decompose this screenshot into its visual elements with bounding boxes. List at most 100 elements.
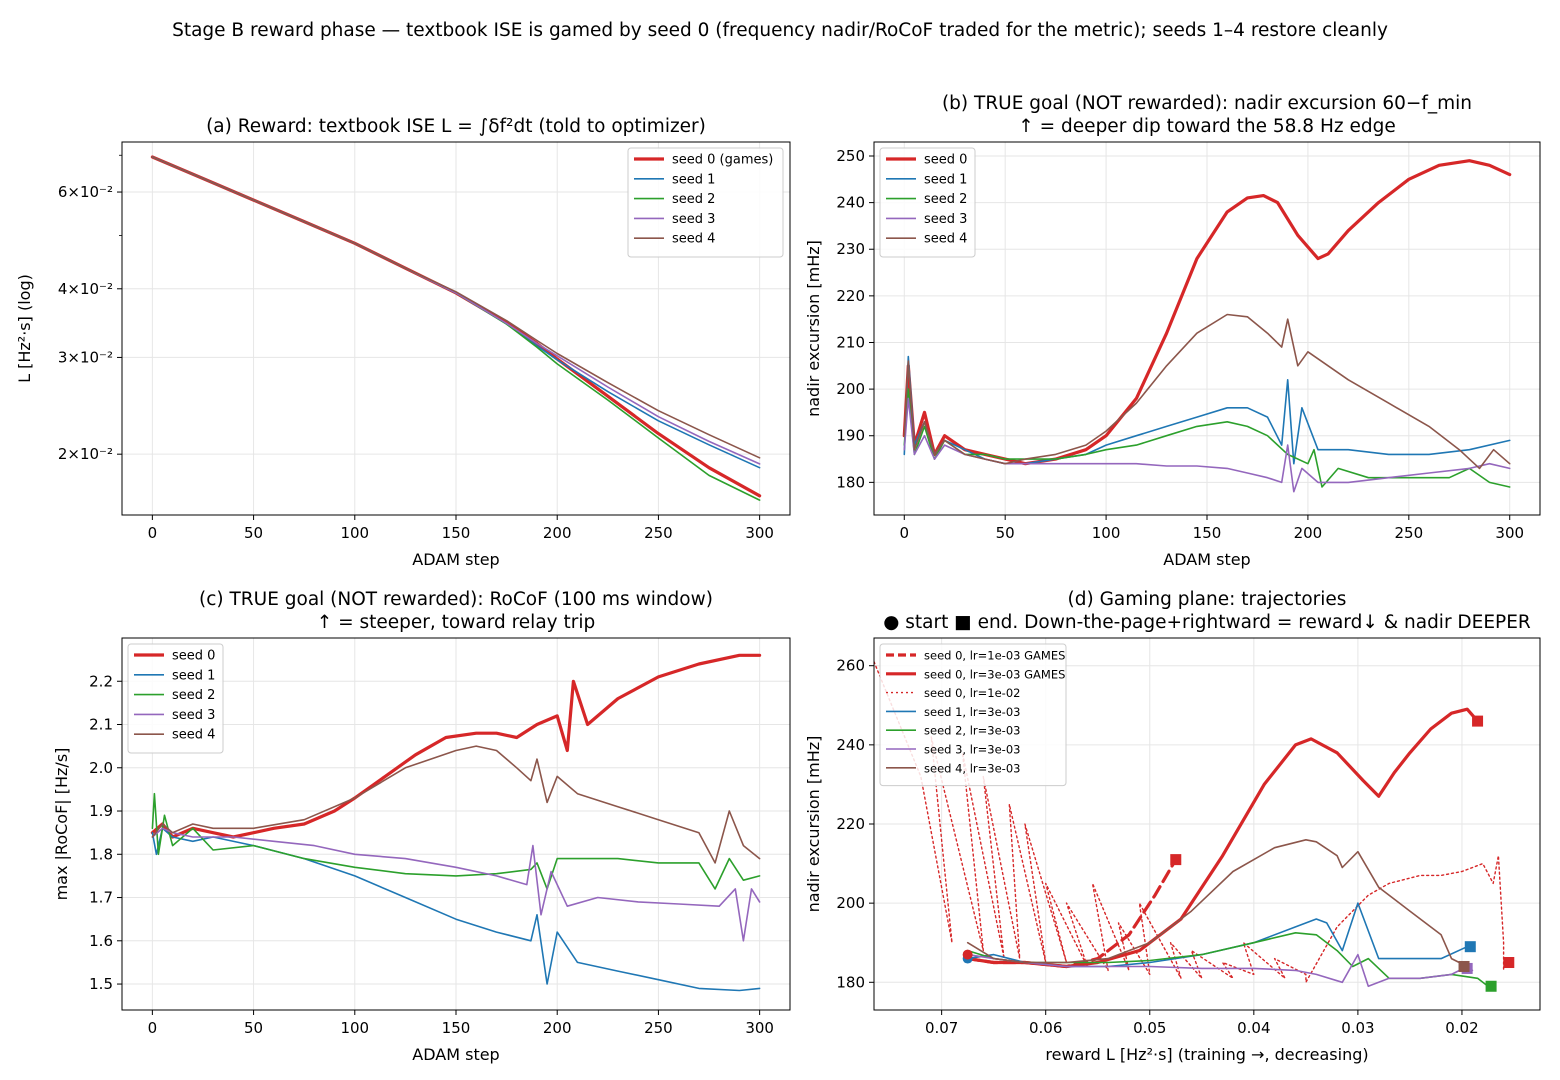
- series-group: [902, 159, 1512, 493]
- legend-label: seed 1: [924, 172, 967, 187]
- series-line-3: [151, 827, 761, 942]
- legend-label: seed 4: [172, 728, 215, 743]
- x-axis-label: ADAM step: [1163, 550, 1250, 569]
- legend-label: seed 1: [172, 668, 215, 683]
- series-line-1: [151, 827, 761, 992]
- end-marker: [1458, 960, 1470, 972]
- y-tick-label: 250: [836, 147, 865, 165]
- legend-label: seed 0: [924, 153, 967, 168]
- x-axis-label: reward L [Hz²·s] (training →, decreasing…: [1045, 1045, 1368, 1064]
- end-marker: [1503, 957, 1515, 969]
- x-tick-label: 200: [1294, 524, 1323, 542]
- series-group: [874, 661, 1515, 992]
- x-tick-label: 150: [442, 524, 471, 542]
- series-line-0: [902, 159, 1512, 466]
- x-tick-label: 0.02: [1445, 1019, 1478, 1037]
- panel-d: 0.07 0.06 0.05 0.04 0.03 0.02 180 200 220 240 260 r…: [804, 589, 1541, 1064]
- end-marker: [1485, 980, 1497, 992]
- chart-title: (b) TRUE goal (NOT rewarded): nadir excu…: [942, 93, 1472, 114]
- y-tick-label: 4×10⁻²: [58, 280, 113, 298]
- x-tick-label: 50: [996, 524, 1015, 542]
- y-tick-label: 3×10⁻²: [58, 348, 113, 366]
- y-tick-label: 240: [836, 194, 865, 212]
- legend-label: seed 3: [172, 708, 215, 723]
- panel-b: 0 50 100 150 200 250 300 180 190 200 210 220 230 240 2…: [804, 93, 1541, 569]
- legend-label: seed 3: [924, 212, 967, 227]
- x-tick-label: 150: [1193, 524, 1222, 542]
- x-tick-label: 0: [148, 524, 158, 542]
- x-tick-label: 100: [340, 1019, 369, 1037]
- y-tick-label: 6×10⁻²: [58, 183, 113, 201]
- x-tick-label: 100: [340, 524, 369, 542]
- chart-subtitle: ● start ■ end. Down-the-page+rightward =…: [883, 612, 1531, 633]
- x-tick-label: 50: [244, 1019, 263, 1037]
- y-tick-label: 260: [836, 657, 865, 675]
- legend-label: seed 3, lr=3e-03: [924, 743, 1020, 757]
- panel-a: 0 50 100 150 200 250 300 2×10⁻² 3×10⁻² 4×10⁻² 6×10…: [15, 116, 791, 569]
- y-tick-label: 210: [836, 333, 865, 351]
- legend-label: seed 2: [924, 192, 967, 207]
- legend-box: [627, 147, 784, 258]
- series-line-5: [966, 953, 1474, 988]
- y-tick-label: 180: [836, 973, 865, 991]
- y-tick-label: 200: [836, 380, 865, 398]
- y-tick-label: 240: [836, 736, 865, 754]
- x-tick-label: 200: [543, 1019, 572, 1037]
- y-tick-label: 230: [836, 240, 865, 258]
- x-tick-label: 200: [543, 524, 572, 542]
- end-marker: [1464, 941, 1476, 953]
- chart-subtitle: ↑ = deeper dip toward the 58.8 Hz edge: [1018, 116, 1395, 137]
- series-line-6: [966, 839, 1468, 968]
- x-tick-label: 300: [745, 524, 774, 542]
- y-tick-label: 2.1: [89, 716, 113, 734]
- legend-label: seed 0: [172, 649, 215, 664]
- y-tick-label: 1.6: [89, 932, 113, 950]
- legend-label: seed 2: [172, 688, 215, 703]
- x-tick-label: 0.03: [1341, 1019, 1374, 1037]
- x-tick-label: 150: [442, 1019, 471, 1037]
- x-tick-label: 0.06: [1029, 1019, 1062, 1037]
- y-tick-label: 180: [836, 473, 865, 491]
- x-tick-label: 250: [644, 1019, 673, 1037]
- legend-label: seed 2: [672, 192, 715, 207]
- legend-label: seed 2, lr=3e-03: [924, 724, 1020, 738]
- end-marker: [1472, 715, 1484, 727]
- y-tick-label: 220: [836, 815, 865, 833]
- chart-title: (a) Reward: textbook ISE L = ∫δf²dt (tol…: [206, 116, 706, 137]
- series-line-0: [150, 653, 762, 839]
- y-tick-label: 2.2: [89, 672, 113, 690]
- chart-title: (c) TRUE goal (NOT rewarded): RoCoF (100…: [199, 589, 713, 610]
- legend-label: seed 4: [672, 232, 715, 247]
- x-tick-label: 50: [244, 524, 263, 542]
- legend-label: seed 0, lr=3e-03 GAMES: [924, 667, 1065, 681]
- legend-label: seed 4: [924, 232, 967, 247]
- x-tick-label: 250: [1394, 524, 1423, 542]
- y-tick-label: 220: [836, 287, 865, 305]
- y-axis-label: max |RoCoF| [Hz/s]: [52, 748, 71, 901]
- series-line-4: [903, 313, 1511, 470]
- panel-c: 0 50 100 150 200 250 300 1.5 1.6 1.7 1.8 1.9 2.0 2.1 2…: [52, 589, 791, 1064]
- x-tick-label: 250: [644, 524, 673, 542]
- y-tick-label: 2.0: [89, 759, 113, 777]
- x-tick-label: 0: [899, 524, 909, 542]
- series-line-2: [874, 661, 1505, 983]
- legend-label: seed 4, lr=3e-03: [924, 761, 1020, 775]
- series-group: [150, 653, 762, 992]
- series-group: [150, 155, 762, 501]
- legend-label: seed 1: [672, 172, 715, 187]
- legend-label: seed 0 (games): [672, 153, 773, 168]
- y-tick-label: 1.5: [89, 975, 113, 993]
- y-tick-label: 1.8: [89, 845, 113, 863]
- x-tick-label: 100: [1092, 524, 1121, 542]
- chart-title: (d) Gaming plane: trajectories: [1068, 589, 1347, 610]
- x-tick-label: 300: [745, 1019, 774, 1037]
- legend-label: seed 1, lr=3e-03: [924, 705, 1020, 719]
- legend-box: [127, 643, 224, 754]
- y-tick-label: 2×10⁻²: [58, 445, 113, 463]
- legend-box: [879, 147, 976, 258]
- figure-suptitle: Stage B reward phase — textbook ISE is g…: [172, 20, 1388, 41]
- end-marker: [1170, 854, 1182, 866]
- legend-label: seed 0, lr=1e-03 GAMES: [924, 649, 1065, 663]
- x-tick-label: 0.05: [1133, 1019, 1166, 1037]
